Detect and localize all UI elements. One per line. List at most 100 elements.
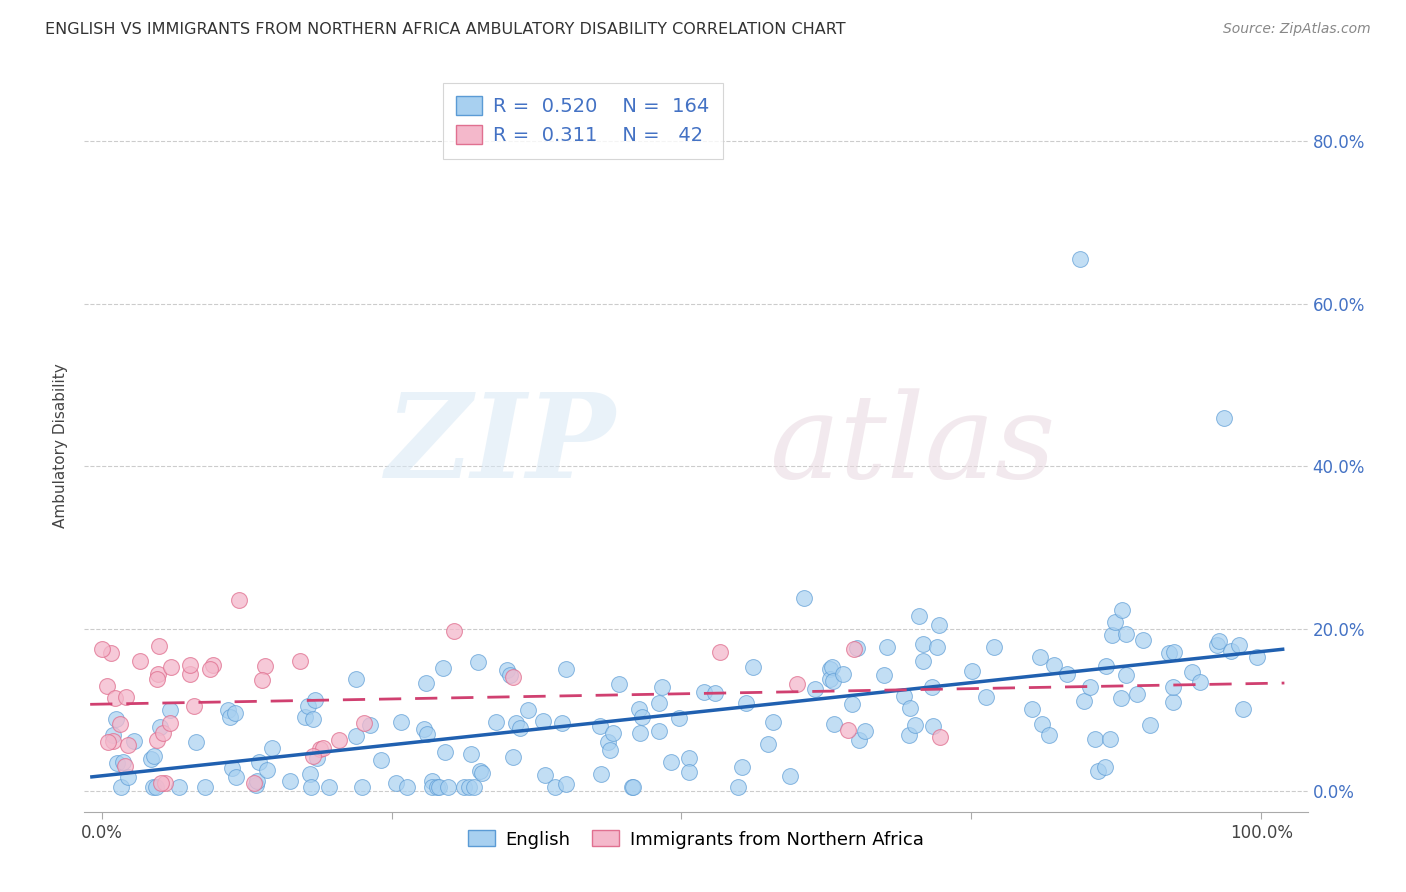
Point — [179, 658, 201, 673]
Point — [1084, 731, 1107, 746]
Point — [1104, 615, 1126, 629]
Point — [591, 767, 613, 781]
Point — [845, 641, 868, 656]
Point — [502, 669, 524, 683]
Point — [668, 711, 690, 725]
Point — [1087, 764, 1109, 779]
Point — [318, 780, 340, 795]
Point — [893, 690, 915, 704]
Point — [1159, 646, 1181, 660]
Point — [344, 729, 367, 743]
Point — [1073, 694, 1095, 708]
Point — [146, 666, 169, 681]
Point — [245, 778, 267, 792]
Legend: English, Immigrants from Northern Africa: English, Immigrants from Northern Africa — [458, 822, 934, 857]
Point — [912, 637, 935, 651]
Point — [1163, 680, 1185, 694]
Point — [1098, 732, 1121, 747]
Point — [734, 696, 756, 710]
Point — [359, 718, 381, 732]
Point — [437, 780, 460, 795]
Point — [1161, 695, 1184, 709]
Point — [422, 780, 444, 795]
Point — [1212, 410, 1234, 425]
Point — [149, 776, 172, 790]
Point — [922, 719, 945, 733]
Y-axis label: Ambulatory Disability: Ambulatory Disability — [53, 364, 69, 528]
Point — [104, 690, 127, 705]
Point — [433, 745, 456, 759]
Point — [145, 780, 167, 795]
Point — [607, 676, 630, 690]
Point — [385, 776, 408, 790]
Point — [793, 591, 815, 605]
Point — [142, 748, 165, 763]
Point — [353, 716, 375, 731]
Point — [201, 658, 224, 673]
Point — [198, 663, 221, 677]
Point — [302, 712, 325, 726]
Point — [921, 680, 943, 694]
Point — [250, 673, 273, 688]
Point — [432, 661, 454, 675]
Point — [256, 763, 278, 777]
Point — [117, 770, 139, 784]
Point — [297, 698, 319, 713]
Point — [1069, 252, 1091, 266]
Point — [184, 735, 207, 749]
Point — [904, 717, 927, 731]
Point — [246, 774, 269, 789]
Point — [627, 702, 650, 716]
Point — [146, 733, 169, 747]
Point — [1078, 680, 1101, 694]
Point — [128, 654, 150, 668]
Point — [328, 733, 350, 747]
Point — [727, 780, 749, 795]
Point — [415, 675, 437, 690]
Point — [101, 728, 124, 742]
Point — [983, 640, 1005, 654]
Point — [412, 722, 434, 736]
Point — [471, 765, 494, 780]
Point — [308, 742, 330, 756]
Point — [160, 660, 183, 674]
Point — [299, 780, 322, 795]
Point — [621, 780, 644, 795]
Text: atlas: atlas — [769, 389, 1056, 503]
Point — [124, 734, 146, 748]
Point — [139, 752, 162, 766]
Point — [786, 676, 808, 690]
Point — [169, 780, 191, 795]
Point — [97, 735, 120, 749]
Point — [105, 756, 128, 770]
Point — [105, 712, 128, 726]
Point — [1038, 728, 1060, 742]
Point — [1220, 644, 1243, 658]
Point — [159, 716, 181, 731]
Point — [1101, 628, 1123, 642]
Point — [908, 609, 931, 624]
Point — [346, 672, 368, 686]
Point — [756, 737, 779, 751]
Point — [842, 641, 865, 656]
Point — [1111, 603, 1133, 617]
Point — [1139, 718, 1161, 732]
Point — [288, 654, 311, 668]
Point — [1246, 649, 1268, 664]
Point — [898, 701, 921, 715]
Point — [221, 761, 243, 775]
Point — [929, 731, 952, 745]
Point — [731, 760, 754, 774]
Point — [108, 716, 131, 731]
Point — [1189, 675, 1212, 690]
Point — [485, 715, 508, 730]
Point — [1109, 691, 1132, 706]
Point — [420, 774, 443, 789]
Point — [146, 673, 169, 687]
Point — [463, 780, 485, 795]
Point — [1208, 634, 1230, 648]
Point — [873, 667, 896, 681]
Point — [453, 780, 475, 795]
Point — [509, 721, 531, 735]
Point — [1206, 638, 1229, 652]
